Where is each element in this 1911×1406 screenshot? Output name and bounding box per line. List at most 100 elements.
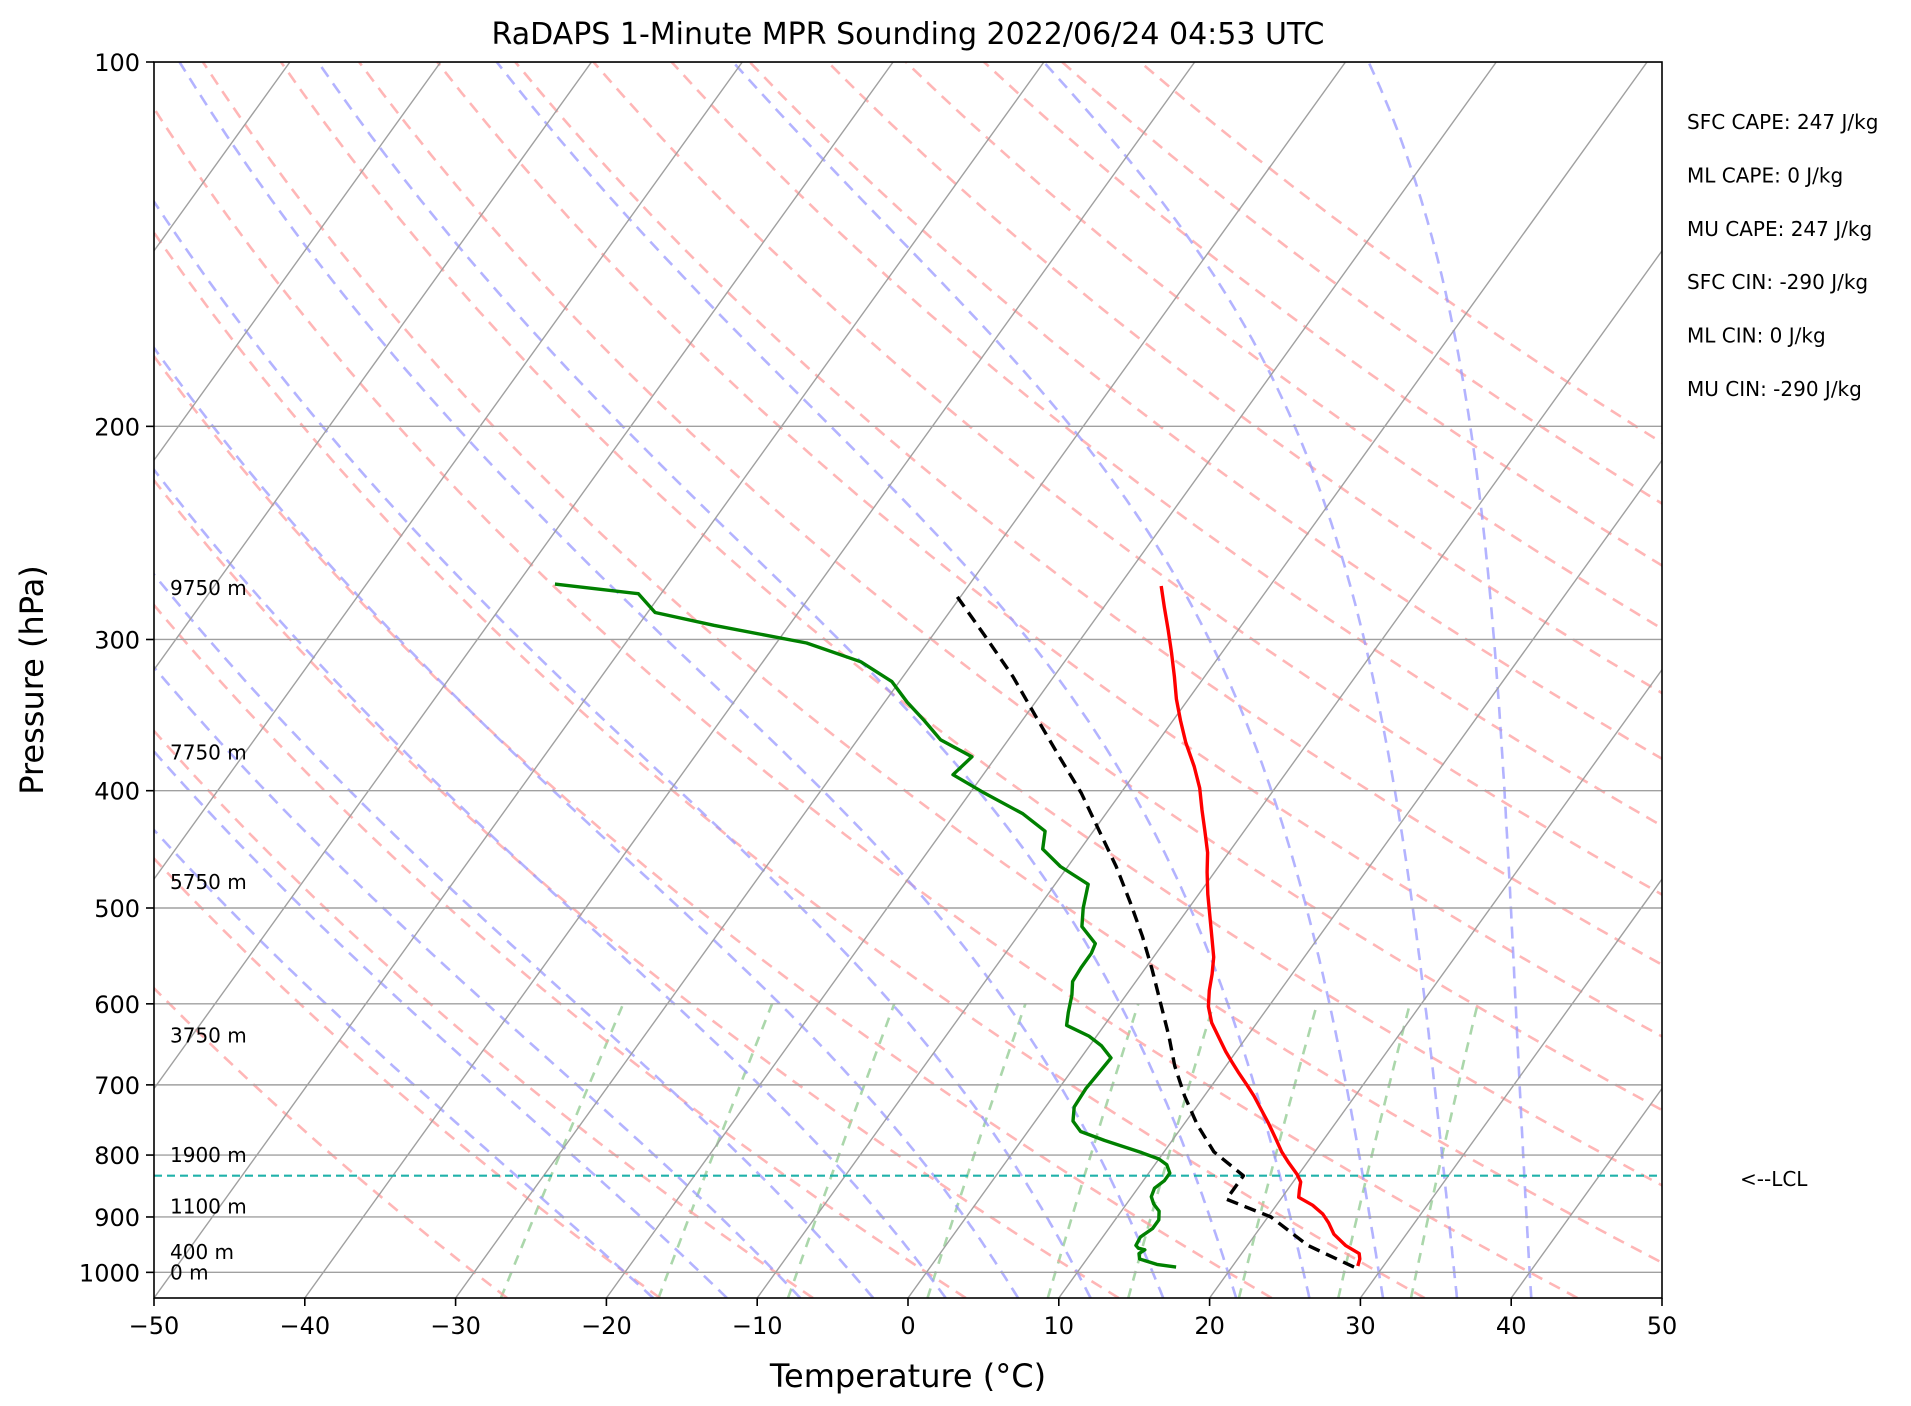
dry-adiabat [592,62,1662,897]
y-tick-label: 300 [94,626,140,654]
height-label: 5750 m [170,870,247,894]
dry-adiabat [358,62,1662,1112]
mixing-ratio-line [1127,1003,1215,1298]
mixing-ratio-lines [499,1003,1479,1298]
dry-adiabat [436,62,1662,1038]
index-label: SFC CAPE: 247 J/kg [1687,110,1878,134]
moist-adiabat [732,62,1385,1298]
x-tick-label: 40 [1496,1312,1527,1340]
index-label: SFC CIN: -290 J/kg [1687,270,1868,294]
height-label: 3750 m [170,1023,247,1047]
y-tick-label: 500 [94,895,140,923]
index-label: ML CAPE: 0 J/kg [1687,163,1843,187]
dry-adiabat [826,62,1662,695]
x-axis-ticks: −50 −40 −30 −20 −10 0 10 20 30 40 50 [129,1298,1678,1340]
x-tick-label: 0 [900,1312,915,1340]
index-label: MU CIN: -290 J/kg [1687,377,1862,401]
x-tick-label: −20 [581,1312,632,1340]
mixing-ratio-line [926,1003,1027,1298]
lcl-label: <--LCL [1740,1167,1808,1191]
moist-adiabats [154,62,1533,1298]
height-label: 400 m [170,1240,234,1264]
y-tick-label: 400 [94,778,140,806]
y-tick-label: 1000 [79,1259,140,1287]
x-tick-label: 20 [1194,1312,1225,1340]
dry-adiabat [154,230,1426,1298]
isotherm-line [154,62,894,1090]
temperature-profile [1159,585,1362,1267]
mixing-ratio-line [786,1003,896,1298]
dewpoint-profile [554,582,1177,1269]
x-tick-label: −10 [732,1312,783,1340]
height-label: 7750 m [170,741,247,765]
isotherm-line [1209,668,1662,1298]
moist-adiabat [154,345,1020,1298]
isobar-grid [154,62,1662,1274]
mixing-ratio-line [1337,1003,1412,1298]
x-tick-label: −30 [430,1312,481,1340]
x-tick-label: −50 [129,1312,180,1340]
plot-area: 9750 m 7750 m 5750 m 3750 m 1900 m 1100 m 400 … [154,62,1662,1298]
x-tick-label: −40 [279,1312,330,1340]
y-tick-label: 700 [94,1072,140,1100]
y-tick-label: 600 [94,991,140,1019]
moist-adiabat [154,572,875,1298]
dry-adiabat [279,62,1662,1187]
index-label: MU CAPE: 247 J/kg [1687,217,1872,241]
dry-adiabat [1139,62,1662,445]
dry-adiabat [983,62,1662,568]
moist-adiabat [316,62,1238,1298]
dry-adiabat [154,106,1579,1298]
y-axis-ticks: 100 200 300 400 500 600 700 800 900 1000 [79,49,154,1287]
dry-adiabat [154,728,814,1298]
x-tick-label: 50 [1647,1312,1678,1340]
x-axis-label: Temperature (°C) [769,1357,1046,1395]
height-label: 9750 m [170,576,247,600]
isotherm-line [154,62,593,671]
isotherm-line [605,62,1497,1298]
isotherm-line [154,62,442,462]
isotherm-line [1058,459,1662,1298]
isotherm-line [455,62,1347,1298]
y-tick-label: 900 [94,1204,140,1232]
dry-adiabat [514,62,1662,967]
y-axis-label: Pressure (hPa) [13,565,51,795]
x-tick-label: 10 [1044,1312,1075,1340]
height-labels: 9750 m 7750 m 5750 m 3750 m 1900 m 1100 m 400 … [170,576,247,1284]
moist-adiabat [154,665,802,1298]
moist-adiabat [154,467,947,1298]
height-label: 1900 m [170,1143,247,1167]
isotherm-line [154,62,1045,1298]
isotherm-line [154,62,743,881]
dry-adiabat [201,62,1662,1265]
y-tick-label: 800 [94,1142,140,1170]
isotherm-line [1510,1087,1662,1298]
x-tick-label: 30 [1345,1312,1376,1340]
sounding-profiles [554,582,1362,1269]
moist-adiabat [1042,62,1459,1298]
dry-adiabat [154,986,508,1298]
dry-adiabat [154,478,1120,1298]
stability-indices: SFC CAPE: 247 J/kg ML CAPE: 0 J/kg MU CAPE… [1687,110,1878,401]
moist-adiabat [495,62,1311,1298]
y-tick-label: 100 [94,49,140,77]
moist-adiabat [1367,62,1533,1298]
mixing-ratio-line [1237,1003,1319,1298]
moist-adiabat [154,199,1092,1298]
moist-adiabat [154,828,655,1298]
dry-adiabat [1061,62,1662,506]
mixing-ratio-line [1046,1003,1140,1298]
isotherm-line [756,62,1648,1298]
moist-adiabat [154,749,728,1298]
mixing-ratio-line [1409,1003,1479,1298]
height-label: 0 m [170,1260,209,1284]
chart-title: RaDAPS 1-Minute MPR Sounding 2022/06/24 … [492,17,1325,52]
height-label: 1100 m [170,1194,247,1218]
isotherm-line [907,249,1662,1298]
index-label: ML CIN: 0 J/kg [1687,324,1826,348]
isotherm-grid [154,62,1662,1298]
isotherm-line [1359,877,1662,1298]
dry-adiabat [905,62,1662,631]
parcel-profile [953,592,1355,1269]
